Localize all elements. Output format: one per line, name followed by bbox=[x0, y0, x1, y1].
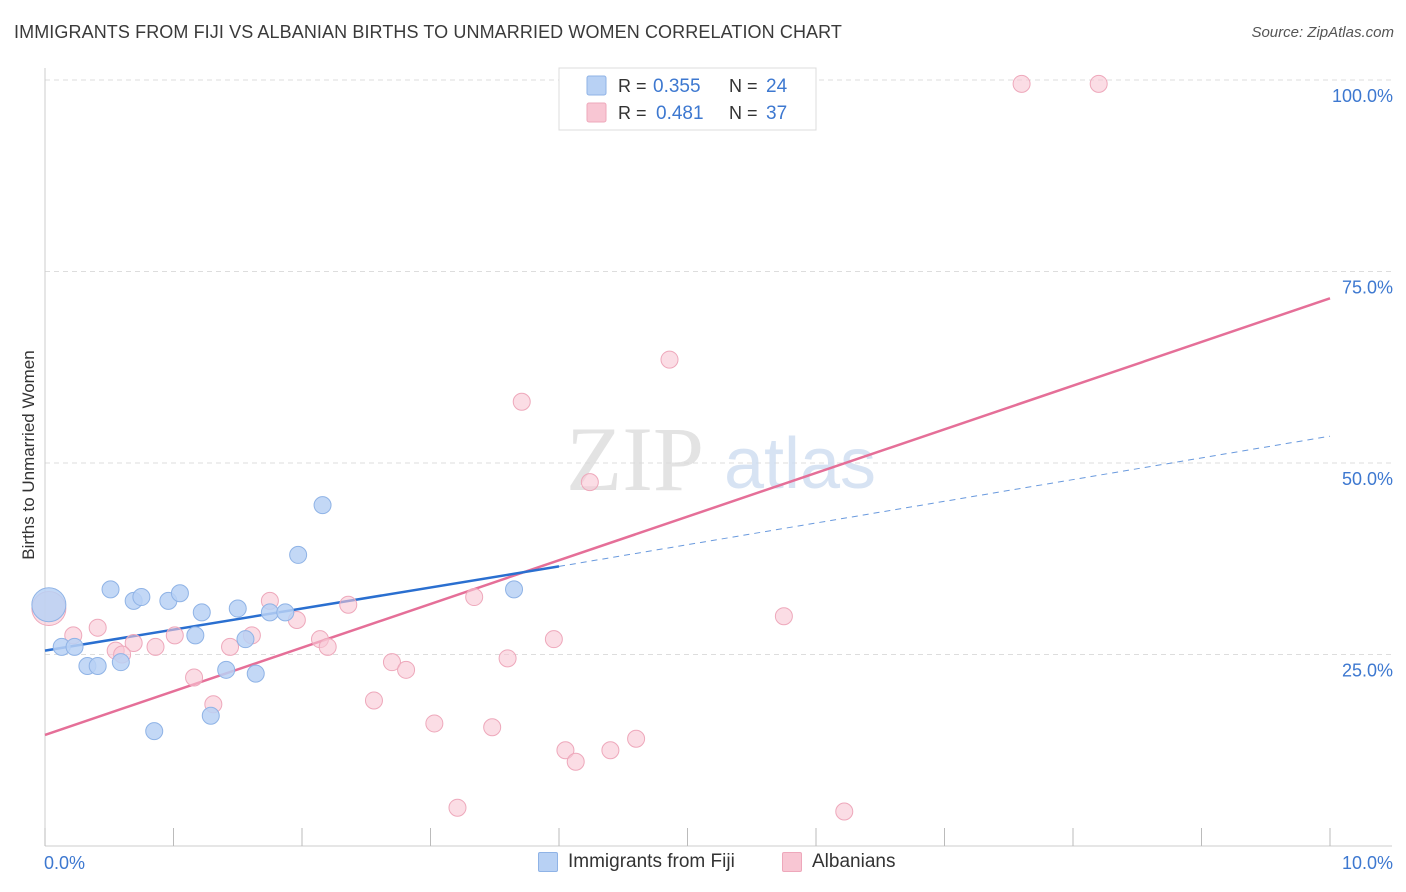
watermark-zip: ZIP bbox=[566, 408, 704, 510]
legend-n-label-albanians: N = bbox=[729, 103, 758, 123]
legend-r-value-albanians: 0.481 bbox=[656, 103, 704, 124]
watermark: ZIP atlas bbox=[566, 408, 876, 510]
axes bbox=[44, 68, 1392, 847]
y-tick-label-2: 75.0% bbox=[1342, 278, 1393, 298]
albanians-point-30 bbox=[627, 729, 646, 748]
y-axis-title: Births to Unmarried Women bbox=[19, 350, 38, 559]
albanians-point-33 bbox=[835, 802, 854, 821]
y-tick-label-0: 25.0% bbox=[1342, 661, 1393, 681]
fiji-point-11 bbox=[170, 584, 189, 603]
fiji-point-22 bbox=[313, 496, 332, 515]
legend-swatch-fiji bbox=[586, 75, 607, 96]
fiji-point-15 bbox=[217, 660, 236, 679]
albanians-point-23 bbox=[498, 649, 517, 668]
albanians-point-34 bbox=[1012, 74, 1031, 93]
albanians-point-4 bbox=[124, 634, 143, 653]
albanians-point-35 bbox=[1089, 74, 1108, 93]
series-legend: Immigrants from Fiji Albanians bbox=[0, 851, 1406, 879]
fiji-point-6 bbox=[111, 653, 130, 672]
fiji-point-0 bbox=[31, 587, 67, 623]
fiji-point-5 bbox=[101, 580, 120, 599]
legend-r-label-fiji: R = bbox=[618, 76, 647, 96]
albanians-point-22 bbox=[483, 718, 502, 737]
albanians-point-14 bbox=[318, 637, 337, 656]
fiji-point-23 bbox=[505, 580, 524, 599]
x-tick-label-1: 10.0% bbox=[1342, 853, 1393, 873]
albanians-point-18 bbox=[397, 660, 416, 679]
albanians-trend-line bbox=[44, 297, 1331, 737]
fiji-point-19 bbox=[260, 603, 279, 622]
watermark-atlas: atlas bbox=[724, 424, 876, 504]
fiji-point-2 bbox=[65, 637, 84, 656]
albanians-point-29 bbox=[601, 741, 620, 760]
albanians-point-25 bbox=[544, 630, 563, 649]
legend-r-value-fiji: 0.355 bbox=[653, 76, 701, 97]
fiji-point-12 bbox=[186, 626, 205, 645]
legend-label-fiji: Immigrants from Fiji bbox=[568, 851, 735, 872]
fiji-point-9 bbox=[145, 722, 164, 741]
albanians-point-16 bbox=[364, 691, 383, 710]
legend-item-fiji[interactable]: Immigrants from Fiji bbox=[538, 851, 735, 873]
fiji-point-18 bbox=[246, 664, 265, 683]
fiji-point-20 bbox=[276, 603, 295, 622]
albanians-point-9 bbox=[221, 637, 240, 656]
albanians-point-28 bbox=[580, 473, 599, 492]
legend-swatch-fiji-bottom bbox=[538, 852, 558, 872]
legend-n-value-fiji: 24 bbox=[766, 76, 788, 97]
legend-item-albanians[interactable]: Albanians bbox=[782, 851, 895, 873]
fiji-point-8 bbox=[132, 588, 151, 607]
fiji-point-4 bbox=[88, 656, 107, 675]
correlation-legend: R = 0.355 N = 24 R = 0.481 N = 37 bbox=[558, 67, 817, 131]
albanians-point-17 bbox=[382, 653, 401, 672]
chart-title: IMMIGRANTS FROM FIJI VS ALBANIAN BIRTHS … bbox=[14, 22, 843, 42]
albanians-point-31 bbox=[660, 350, 679, 369]
fiji-point-16 bbox=[228, 599, 247, 618]
fiji-point-14 bbox=[201, 706, 220, 725]
albanians-point-32 bbox=[774, 607, 793, 626]
albanians-point-15 bbox=[339, 595, 358, 614]
albanians-point-20 bbox=[448, 798, 467, 817]
y-tick-labels: 25.0% 50.0% 75.0% 100.0% bbox=[1332, 86, 1393, 681]
fiji-point-17 bbox=[236, 630, 255, 649]
legend-r-label-albanians: R = bbox=[618, 103, 647, 123]
albanians-point-2 bbox=[88, 618, 107, 637]
albanians-point-19 bbox=[425, 714, 444, 733]
fiji-trend-line bbox=[44, 565, 560, 652]
x-tick-label-0: 0.0% bbox=[44, 853, 85, 873]
trend-lines bbox=[44, 297, 1331, 737]
albanians-point-7 bbox=[185, 668, 204, 687]
grid-lines bbox=[45, 79, 1392, 655]
legend-swatch-albanians-bottom bbox=[782, 852, 802, 872]
fiji-point-21 bbox=[289, 545, 308, 564]
x-tick-labels: 0.0% 10.0% bbox=[44, 853, 1393, 873]
y-tick-label-1: 50.0% bbox=[1342, 469, 1393, 489]
albanians-point-21 bbox=[465, 588, 484, 607]
legend-n-label-fiji: N = bbox=[729, 76, 758, 96]
legend-swatch-albanians bbox=[586, 102, 607, 123]
fiji-point-13 bbox=[192, 603, 211, 622]
albanians-point-26 bbox=[556, 741, 575, 760]
fiji-trend-dashed bbox=[558, 435, 1331, 567]
albanians-point-6 bbox=[165, 626, 184, 645]
legend-label-albanians: Albanians bbox=[812, 851, 896, 872]
albanians-point-24 bbox=[512, 392, 531, 411]
data-points bbox=[31, 74, 1108, 821]
legend-n-value-albanians: 37 bbox=[766, 103, 787, 124]
y-tick-label-3: 100.0% bbox=[1332, 86, 1393, 106]
source-credit: Source: ZipAtlas.com bbox=[1251, 24, 1394, 41]
albanians-point-27 bbox=[566, 752, 585, 771]
albanians-point-5 bbox=[146, 637, 165, 656]
